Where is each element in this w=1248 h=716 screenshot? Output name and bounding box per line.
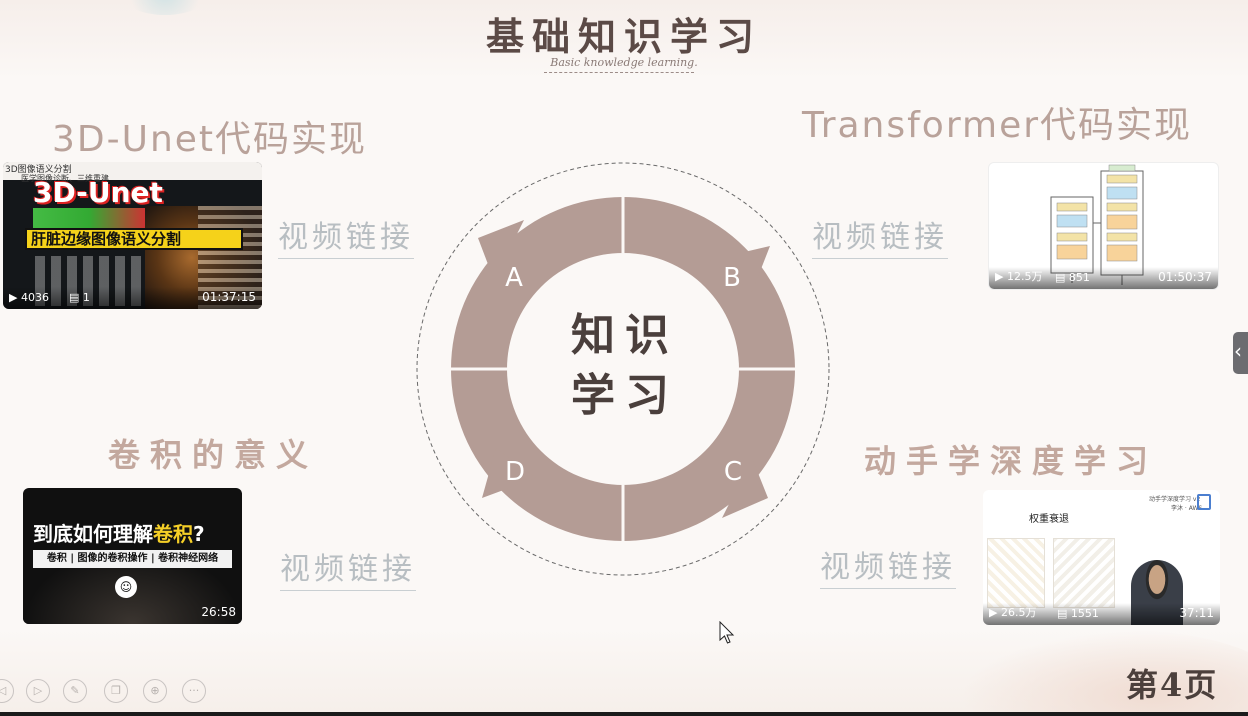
ring-label-d: D: [505, 457, 525, 487]
channel-logo-icon: ☺: [115, 576, 137, 598]
comment-count: ▤ 851: [1055, 271, 1090, 284]
comment-count: ▤ 1: [69, 291, 90, 304]
thumbnail-header-strip: [3, 162, 262, 180]
plot-illustration-left: [987, 538, 1045, 608]
knowledge-ring-diagram: A B C D: [416, 162, 830, 576]
comment-icon: ▤: [69, 291, 83, 304]
course-author: 李沐 · AWS: [1171, 505, 1203, 512]
video-thumbnail-3d-unet[interactable]: 3D图像语义分割 医学图像诊断、三维重建 3D-Unet 肝脏边缘图像语义分割 …: [3, 162, 262, 309]
video-duration: 01:37:15: [202, 290, 256, 304]
view-count-value: 4036: [20, 291, 49, 304]
video-link-convolution[interactable]: 视频链接: [280, 544, 416, 591]
ring-segment-b: [623, 197, 795, 369]
comment-count: ▤ 1551: [1057, 607, 1099, 620]
section-title-transformer: Transformer代码实现: [802, 105, 1193, 146]
play-icon: ▷: [33, 684, 43, 697]
play-button[interactable]: ▷: [26, 679, 50, 703]
view-count: ▶ 26.5万: [989, 604, 1036, 620]
side-panel-toggle[interactable]: ‹: [1233, 332, 1248, 374]
thumbnail-footer: [989, 267, 1218, 289]
view-count: ▶ 12.5万: [995, 268, 1042, 284]
d2l-logo-icon: [1197, 494, 1211, 510]
course-header: 动手学深度学习 v2: [1149, 496, 1201, 503]
transformer-architecture-diagram: [1050, 164, 1144, 285]
mouse-cursor-icon: [719, 621, 735, 644]
thumbnail-footer: [983, 603, 1220, 625]
more-icon: ···: [188, 684, 200, 697]
ring-label-b: B: [723, 263, 741, 293]
dashed-outer-circle: [416, 162, 830, 576]
ring-arrow-d: [482, 448, 536, 498]
play-count-icon: ▶: [989, 606, 1001, 619]
center-label-line1: 知识: [571, 310, 679, 361]
ring-segment-c: [623, 369, 795, 541]
ring-label-a: A: [505, 263, 523, 293]
copy-icon: ❐: [111, 684, 121, 697]
video-duration: 37:11: [1179, 606, 1214, 620]
play-count-icon: ▶: [995, 270, 1007, 283]
thumbnail-footer: [3, 287, 262, 309]
ring-arrow-c: [722, 458, 768, 518]
play-count-icon: ▶: [9, 291, 21, 304]
background-wash-blue: [120, 0, 210, 15]
ring-arrow-b: [710, 246, 770, 292]
prev-icon: ◁: [0, 684, 7, 697]
background-wash-top: [0, 0, 1248, 80]
thumbnail-title: 到底如何理解卷积?: [33, 518, 205, 547]
pen-tool-button[interactable]: ✎: [63, 679, 87, 703]
window-bottom-edge: [0, 712, 1248, 716]
thumbnail-small-text: 医学图像诊断、三维重建: [21, 174, 109, 183]
comment-icon: ▤: [1057, 607, 1071, 620]
subtitle-divider: [544, 72, 694, 73]
video-duration: 01:50:37: [1158, 270, 1212, 284]
thumbnail-title-plain: 到底如何理解: [33, 522, 153, 546]
thumbnail-title-highlight: 卷积: [153, 522, 193, 546]
video-thumbnail-transformer[interactable]: ▶ 12.5万 ▤ 851 01:50:37: [988, 162, 1219, 290]
section-title-d2l: 动手学深度学习: [864, 442, 1159, 480]
video-duration: 26:58: [201, 605, 236, 619]
section-title-convolution: 卷积的意义: [108, 436, 319, 474]
thumbnail-mri-strip: [33, 208, 145, 230]
page-number: 第4页: [1126, 666, 1219, 704]
video-link-transformer[interactable]: 视频链接: [812, 212, 948, 259]
video-link-d2l[interactable]: 视频链接: [820, 542, 956, 589]
comment-count-value: 851: [1068, 271, 1090, 284]
copy-button[interactable]: ❐: [104, 679, 128, 703]
chevron-left-icon: ‹: [1234, 339, 1242, 363]
view-count-value: 26.5万: [1000, 606, 1037, 619]
view-count: ▶ 4036: [9, 291, 49, 304]
video-link-3d-unet[interactable]: 视频链接: [278, 212, 414, 259]
view-count-value: 12.5万: [1006, 270, 1043, 283]
section-title-3d-unet: 3D-Unet代码实现: [52, 119, 368, 160]
slide-subtitle: Basic knowledge learning.: [550, 56, 698, 69]
thumbnail-caption: 肝脏边缘图像语义分割: [25, 228, 243, 250]
pen-icon: ✎: [70, 684, 80, 697]
comment-icon: ▤: [1055, 271, 1069, 284]
video-thumbnail-convolution[interactable]: 到底如何理解卷积? 卷积 | 图像的卷积操作 | 卷积神经网络 ☺ 26:58: [23, 488, 242, 624]
ring-segment-d: [451, 369, 623, 541]
zoom-icon: ⊕: [150, 684, 160, 697]
thumbnail-title: 3D-Unet: [33, 176, 163, 209]
slide-title: 基础知识学习: [485, 14, 762, 59]
comment-count-value: 1: [82, 291, 90, 304]
center-label: 知识 学习: [560, 306, 690, 426]
ring-segment-a: [451, 197, 623, 369]
comment-count-value: 1551: [1070, 607, 1099, 620]
thumbnail-subtitle: 卷积 | 图像的卷积操作 | 卷积神经网络: [33, 550, 232, 568]
center-label-line2: 学习: [571, 370, 679, 421]
plot-illustration-right: [1053, 538, 1115, 608]
ring-arrow-a: [478, 220, 524, 280]
ring-label-c: C: [724, 457, 742, 487]
zoom-button[interactable]: ⊕: [143, 679, 167, 703]
video-thumbnail-d2l[interactable]: 动手学深度学习 v2 李沐 · AWS 权重衰退 ▶ 26.5万 ▤ 1551 …: [983, 490, 1220, 625]
thumbnail-tag: 3D图像语义分割: [5, 165, 72, 175]
more-options-button[interactable]: ···: [182, 679, 206, 703]
thumbnail-title-question: ?: [193, 522, 205, 546]
slide-topic: 权重衰退: [1029, 514, 1069, 525]
